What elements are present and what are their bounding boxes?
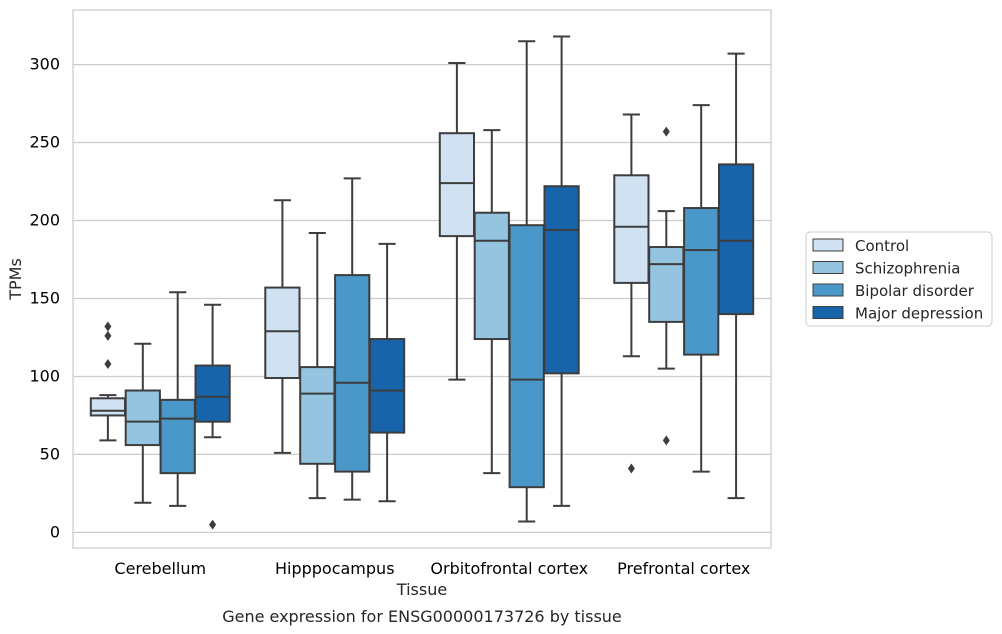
plot-frame [72,9,772,549]
box-iqr [508,224,545,489]
y-axis-label: TPMs [6,258,25,301]
box-iqr [89,397,127,417]
x-tick-label: Orbitofrontal cortex [430,559,588,578]
box-major-depression [543,35,580,507]
outlier-point [662,435,670,446]
box-control [613,113,650,474]
box-iqr [473,211,510,341]
box-control [89,321,127,442]
outlier-point [627,463,635,474]
chart-caption: Gene expression for ENSG00000173726 by t… [222,607,622,626]
outlier-point [209,519,217,530]
box-bipolar-disorder [334,177,371,501]
legend-swatch [812,261,844,274]
x-tick-label: Hipppocampus [275,559,395,578]
x-tick-label: Cerebellum [114,559,206,578]
boxes-layer [89,35,755,530]
y-tick-label: 0 [50,522,60,541]
legend-label: Schizophrenia [855,260,960,278]
box-major-depression [194,303,231,530]
box-major-depression [368,242,406,503]
legend-swatch [812,306,844,319]
y-tick-label: 150 [29,288,60,307]
legend-label: Major depression [855,305,983,323]
box-schizophrenia [473,129,510,475]
legend-label: Control [855,237,909,255]
legend-swatch [812,238,844,252]
y-axis-ticks: 0 50 100 150 200 250 300 [29,55,60,542]
box-iqr [717,163,755,316]
x-axis-ticks: Cerebellum Hipppocampus Orbitofrontal cort… [114,559,750,578]
legend-frame [805,231,993,327]
y-tick-label: 50 [40,444,60,463]
box-iqr [438,132,476,238]
box-major-depression [717,52,755,500]
box-bipolar-disorder [159,291,196,507]
box-iqr [648,246,685,323]
box-iqr [124,389,161,447]
box-iqr [264,286,301,380]
box-iqr [368,338,406,434]
y-tick-label: 300 [29,55,60,74]
box-schizophrenia [299,231,336,500]
box-iqr [543,185,580,375]
legend: Control Schizophrenia Bipolar disorder Majo… [805,231,993,327]
y-tick-label: 100 [29,366,60,385]
outlier-point [104,358,112,369]
outlier-point [104,321,112,332]
outlier-point [662,126,670,137]
box-iqr [159,398,196,475]
outlier-point [104,330,112,341]
box-control [438,62,476,381]
legend-label: Bipolar disorder [855,282,975,300]
y-tick-label: 250 [29,133,60,152]
box-iqr [299,366,336,465]
box-iqr [194,364,231,423]
legend-swatch [812,283,844,297]
box-control [264,199,301,454]
box-bipolar-disorder [683,104,720,473]
box-iqr [613,174,650,284]
y-tick-label: 200 [29,211,60,230]
x-axis-label: Tissue [396,580,447,599]
box-iqr [683,207,720,356]
box-iqr [334,274,371,473]
x-tick-label: Prefrontal cortex [617,559,750,578]
